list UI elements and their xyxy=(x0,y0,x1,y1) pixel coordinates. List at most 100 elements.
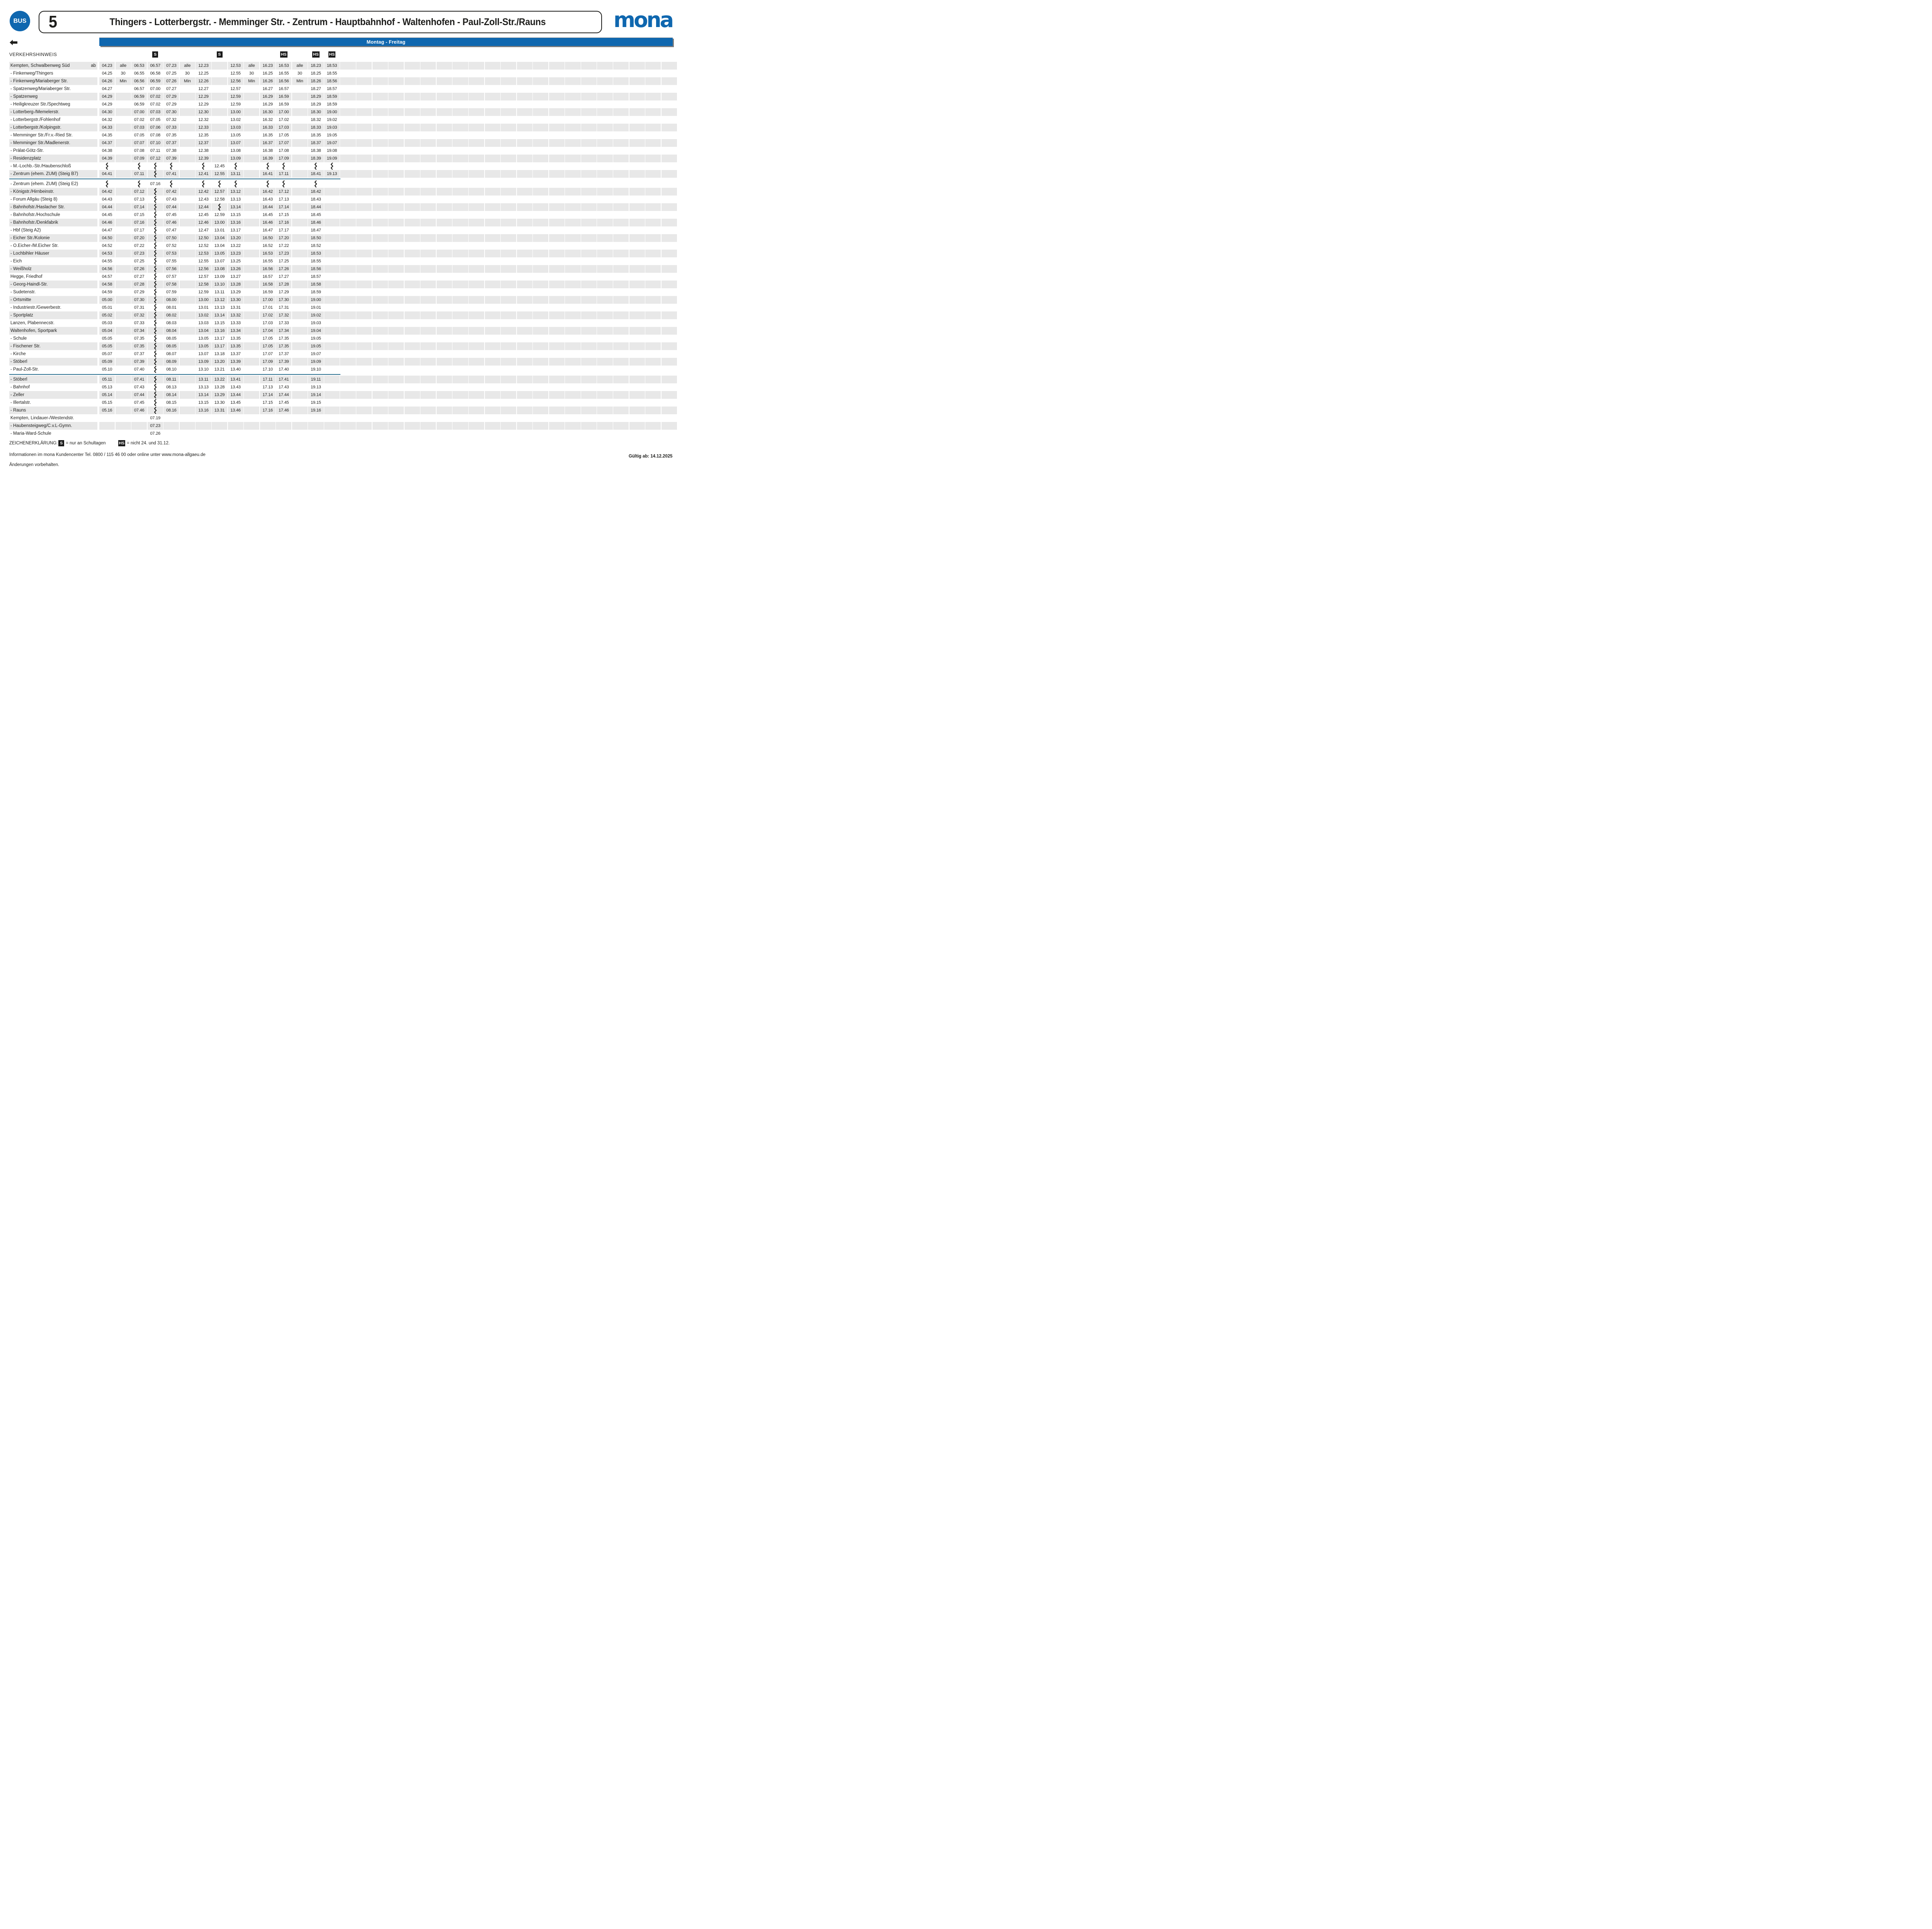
time-cell xyxy=(244,414,259,422)
time-cell: 16.57 xyxy=(279,87,289,91)
time-cell: 18.32 xyxy=(311,117,321,122)
empty-cell xyxy=(549,350,565,358)
time-cell: 17.13 xyxy=(262,385,273,390)
empty-cell xyxy=(501,399,516,407)
skip-stop-mark xyxy=(148,319,163,327)
empty-cell xyxy=(581,196,597,203)
empty-cell xyxy=(356,180,372,188)
empty-cell xyxy=(597,100,612,108)
table-row: Kempten, Schwalbenweg Süd ab 04.23 alle 06.5… xyxy=(0,62,682,70)
empty-cell xyxy=(549,250,565,257)
table-row: - Forum Allgäu (Steig 8) 04.43 07.13 07.43 1… xyxy=(0,196,682,203)
station-name: - Königstr./Hirnbeinstr. xyxy=(10,189,54,194)
time-cell: 13.12 xyxy=(211,296,228,304)
time-cell xyxy=(324,391,340,399)
empty-cell xyxy=(485,376,500,383)
empty-cell xyxy=(629,62,645,70)
empty-cell xyxy=(613,250,629,257)
station-cell: - Zentrum (ehem. ZUM) (Steig B7) xyxy=(9,170,97,178)
time-cell xyxy=(244,383,259,391)
empty-cell xyxy=(469,366,484,373)
time-cell xyxy=(244,265,260,273)
time-cell: 12.58 xyxy=(196,281,211,288)
empty-cell xyxy=(404,250,420,257)
empty-cell xyxy=(372,366,388,373)
time-cell: 13.33 xyxy=(230,321,241,325)
time-cell: 19.00 xyxy=(324,108,340,116)
time-cell xyxy=(179,234,195,242)
empty-cell xyxy=(388,100,404,108)
time-cell: 13.35 xyxy=(228,342,243,350)
time-cell: 07.35 xyxy=(134,336,145,341)
skip-stop-mark xyxy=(148,211,163,219)
time-cell xyxy=(163,430,179,437)
empty-cell xyxy=(517,250,532,257)
empty-cell xyxy=(452,62,468,70)
empty-cell xyxy=(436,93,452,100)
station-name: Kempten, Schwalbenweg Süd xyxy=(10,63,70,68)
time-cell: 06.55 xyxy=(134,71,145,76)
empty-cell xyxy=(388,147,404,155)
time-cell xyxy=(292,430,308,437)
empty-cell xyxy=(613,257,629,265)
empty-cell xyxy=(501,242,516,250)
empty-cell xyxy=(469,85,484,93)
time-cell: 18.50 xyxy=(308,234,324,242)
station-cell: - Paul-Zoll-Str. xyxy=(9,366,97,373)
empty-cell xyxy=(501,422,517,430)
empty-cell xyxy=(533,327,549,335)
time-cell: 07.25 xyxy=(166,71,177,76)
time-cell: 13.14 xyxy=(228,203,243,211)
empty-cell xyxy=(613,188,629,196)
station-cell: - Spatzenweg/Mariaberger Str. xyxy=(9,85,97,93)
empty-cell xyxy=(533,242,548,250)
skip-stop-mark xyxy=(147,327,163,335)
empty-cell xyxy=(565,188,581,196)
empty-cell xyxy=(597,414,612,422)
time-cell: 13.45 xyxy=(230,400,241,405)
time-cells: 04.35 07.05 07.08 07.35 12.35 13.05 16.35 17.05… xyxy=(99,131,677,139)
skip-stop-mark xyxy=(148,196,163,203)
empty-cell xyxy=(485,203,500,211)
time-cell: 12.55 xyxy=(230,71,241,76)
empty-cell xyxy=(485,430,500,437)
empty-cell xyxy=(340,100,355,108)
empty-cell xyxy=(340,250,356,257)
empty-cell xyxy=(404,358,420,366)
table-row: - Stöberl 05.11 07.41 08.11 13.11 13.22 13.41 1… xyxy=(0,376,682,383)
time-cell: 18.30 xyxy=(308,108,324,116)
empty-cell xyxy=(629,422,645,430)
empty-cell xyxy=(372,399,388,407)
empty-cell xyxy=(597,296,613,304)
empty-cell xyxy=(645,188,661,196)
empty-cell xyxy=(533,226,548,234)
empty-cell xyxy=(501,257,516,265)
time-cell: 12.45 xyxy=(198,213,209,217)
station-cell: - Schule xyxy=(9,335,97,342)
time-cell xyxy=(324,342,340,350)
empty-cell xyxy=(565,399,580,407)
empty-cell xyxy=(340,399,355,407)
empty-cell xyxy=(662,319,677,327)
empty-cell xyxy=(388,257,404,265)
time-cell xyxy=(116,383,131,391)
empty-cell xyxy=(597,366,612,373)
time-cell: 07.16 xyxy=(131,219,147,226)
empty-cell xyxy=(645,430,661,437)
empty-cell xyxy=(501,147,516,155)
empty-cell xyxy=(629,430,645,437)
time-cell xyxy=(292,350,308,358)
time-cell xyxy=(324,188,340,196)
empty-cell xyxy=(485,335,500,342)
station-name: - Sportplatz xyxy=(10,313,33,318)
empty-cell xyxy=(485,350,500,358)
empty-cell xyxy=(549,281,565,288)
time-cell: 16.58 xyxy=(260,281,276,288)
time-cell xyxy=(324,288,340,296)
empty-cell xyxy=(388,162,404,170)
empty-cell xyxy=(404,296,420,304)
time-cell: 07.57 xyxy=(166,274,177,279)
time-cell xyxy=(324,327,340,335)
time-cell xyxy=(212,414,227,422)
time-cells: 04.52 07.22 07.52 12.52 13.04 13.22 16.52 17.22… xyxy=(99,242,677,250)
